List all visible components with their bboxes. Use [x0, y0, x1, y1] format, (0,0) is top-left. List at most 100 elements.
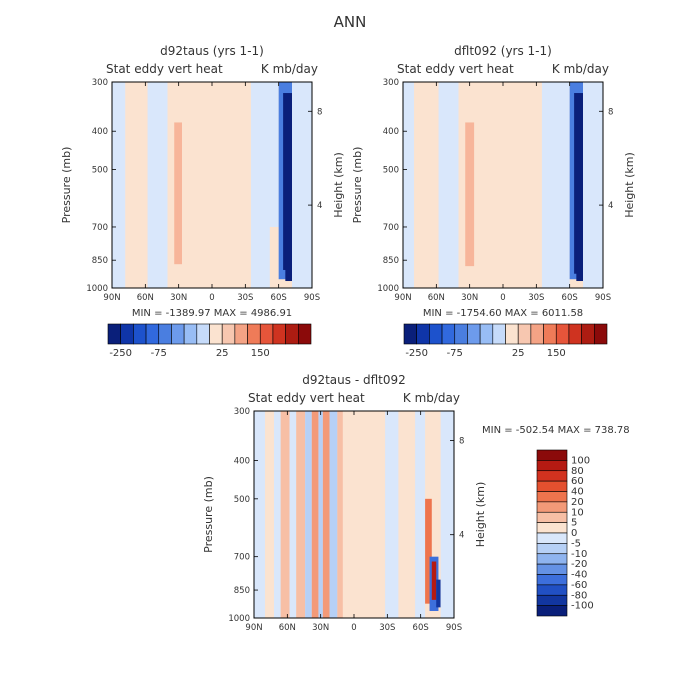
colorbar: -250-7525150	[404, 324, 607, 359]
y-axis-label-right: Height (km)	[474, 482, 487, 548]
x-tick-label: 60S	[562, 293, 578, 303]
stats-readout: MIN = -1754.60 MAX = 6011.58	[423, 308, 583, 319]
colorbar-swatch	[133, 324, 146, 344]
colorbar-swatch	[537, 543, 567, 553]
colorbar-swatch	[108, 324, 121, 344]
panel-subtitle-left: Stat eddy vert heat	[397, 62, 514, 76]
y-tick-label: 500	[92, 165, 108, 175]
y-right-tick-label: 4	[608, 201, 613, 211]
x-tick-label: 60N	[428, 293, 445, 303]
heatmap-cell-11	[330, 411, 338, 618]
stats-readout: MIN = -1389.97 MAX = 4986.91	[132, 308, 292, 319]
y-tick-label: 850	[92, 256, 108, 266]
x-tick-label: 0	[209, 293, 214, 303]
colorbar-label: 10	[571, 507, 584, 518]
panel-subtitle-left: Stat eddy vert heat	[248, 391, 365, 405]
y-axis-label-right: Height (km)	[332, 152, 345, 218]
heatmap-cell-10	[323, 411, 330, 618]
heatmap-cell-14	[385, 411, 398, 618]
heatmap-cell-2	[265, 411, 274, 618]
y-tick-label: 500	[234, 495, 250, 505]
x-tick-label: 60N	[279, 623, 296, 633]
y-tick-label: 700	[234, 553, 250, 563]
colorbar-swatch	[121, 324, 134, 344]
colorbar-swatch	[171, 324, 184, 344]
chart-panel-1: d92taus (yrs 1-1)Stat eddy vert heatK mb…	[60, 44, 345, 359]
colorbar-label: -75	[151, 348, 167, 359]
colorbar-label: 20	[571, 497, 584, 508]
heatmap-cell-6	[178, 169, 181, 245]
colorbar-label: 60	[571, 476, 584, 487]
colorbar-swatch	[222, 324, 235, 344]
y-tick-label: 700	[383, 223, 399, 233]
colorbar-swatch	[260, 324, 273, 344]
heatmap-cell-13	[343, 411, 385, 618]
figure-title: ANN	[334, 13, 367, 31]
heatmap-cell-9	[318, 411, 322, 618]
y-tick-label: 300	[234, 407, 250, 417]
colorbar-swatch	[537, 492, 567, 502]
colorbar-swatch	[493, 324, 506, 344]
heatmap-cell-8	[542, 82, 570, 288]
y-tick-label: 850	[234, 586, 250, 596]
heatmap-cell-7	[192, 82, 251, 288]
heatmap-cell-7	[483, 82, 542, 288]
y-right-tick-label: 4	[459, 531, 464, 541]
x-tick-label: 30S	[237, 293, 253, 303]
colorbar-swatch	[298, 324, 311, 344]
colorbar-swatch	[184, 324, 197, 344]
colorbar-swatch	[235, 324, 248, 344]
heatmap-cell-1	[403, 82, 414, 288]
chart-panel-2: dflt092 (yrs 1-1)Stat eddy vert heatK mb…	[351, 44, 636, 359]
colorbar-swatch	[159, 324, 172, 344]
colorbar-swatch	[537, 606, 567, 616]
x-tick-label: 90N	[245, 623, 262, 633]
colorbar-swatch	[537, 575, 567, 585]
heatmap-cell-8	[312, 411, 319, 618]
y-right-tick-label: 8	[317, 107, 322, 117]
colorbar-label: -20	[571, 559, 587, 570]
colorbar-swatch	[537, 460, 567, 470]
colorbar-swatch	[146, 324, 159, 344]
panel-title: d92taus (yrs 1-1)	[160, 44, 264, 58]
colorbar-swatch	[537, 595, 567, 605]
colorbar-swatch	[286, 324, 299, 344]
x-tick-label: 60S	[271, 293, 287, 303]
y-tick-label: 400	[92, 127, 108, 137]
colorbar-swatch	[506, 324, 519, 344]
colorbar-swatch	[248, 324, 261, 344]
panel-subtitle-right: K mb/day	[552, 62, 609, 76]
y-tick-label: 500	[383, 165, 399, 175]
y-tick-label: 1000	[86, 284, 108, 294]
colorbar-swatch	[537, 564, 567, 574]
colorbar-swatch	[455, 324, 468, 344]
stats-readout: MIN = -502.54 MAX = 738.78	[482, 425, 630, 436]
x-tick-label: 90N	[394, 293, 411, 303]
colorbar-swatch	[210, 324, 223, 344]
x-tick-label: 90N	[103, 293, 120, 303]
heatmap-field	[403, 82, 603, 288]
colorbar-swatch	[273, 324, 286, 344]
heatmap-cell-15	[398, 411, 415, 618]
colorbar-swatch	[537, 450, 567, 460]
x-tick-label: 60N	[137, 293, 154, 303]
heatmap-cell-1	[254, 411, 265, 618]
panel-subtitle-left: Stat eddy vert heat	[106, 62, 223, 76]
colorbar: -250-7525150	[108, 324, 311, 359]
panel-subtitle-right: K mb/day	[403, 391, 460, 405]
y-tick-label: 850	[383, 256, 399, 266]
y-tick-label: 400	[234, 456, 250, 466]
colorbar-label: 0	[571, 528, 577, 539]
colorbar-swatch	[537, 523, 567, 533]
colorbar-swatch	[544, 324, 557, 344]
colorbar: 100806040201050-5-10-20-40-60-80-100	[537, 450, 594, 616]
heatmap-cell-6	[469, 162, 472, 241]
heatmap-cell-6	[296, 411, 305, 618]
heatmap-cell-4	[281, 411, 290, 618]
y-tick-label: 400	[383, 127, 399, 137]
heatmap-cell-21	[441, 411, 454, 618]
colorbar-label: -5	[571, 538, 581, 549]
colorbar-swatch	[197, 324, 210, 344]
y-right-tick-label: 8	[459, 436, 464, 446]
